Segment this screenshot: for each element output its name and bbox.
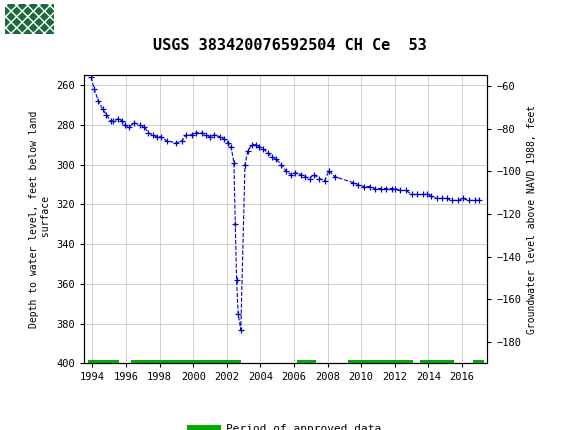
Legend: Period of approved data: Period of approved data <box>185 420 386 430</box>
Y-axis label: Depth to water level, feet below land
 surface: Depth to water level, feet below land su… <box>29 111 51 328</box>
FancyBboxPatch shape <box>5 4 54 34</box>
Y-axis label: Groundwater level above NAVD 1988, feet: Groundwater level above NAVD 1988, feet <box>527 105 536 334</box>
Text: USGS 383420076592504 CH Ce  53: USGS 383420076592504 CH Ce 53 <box>153 38 427 52</box>
FancyBboxPatch shape <box>5 4 54 34</box>
Text: USGS: USGS <box>61 10 116 28</box>
